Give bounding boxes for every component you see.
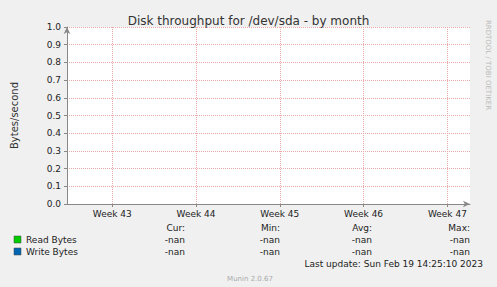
svg-text:0.1: 0.1 [47,181,61,191]
svg-text:0.7: 0.7 [47,75,61,85]
svg-text:0.2: 0.2 [47,164,61,174]
svg-text:Write Bytes: Write Bytes [26,247,78,257]
svg-text:Munin 2.0.67: Munin 2.0.67 [227,275,273,283]
svg-text:-nan: -nan [352,247,372,257]
svg-text:0.4: 0.4 [47,128,62,138]
svg-text:0.3: 0.3 [47,146,61,156]
svg-text:0.9: 0.9 [47,40,62,50]
svg-text:Cur:: Cur: [166,223,185,233]
svg-text:Read Bytes: Read Bytes [26,235,77,245]
svg-text:-nan: -nan [260,247,280,257]
svg-text:-nan: -nan [260,235,280,245]
svg-text:0.5: 0.5 [47,111,61,121]
svg-text:Min:: Min: [261,223,280,233]
svg-text:0.8: 0.8 [47,57,62,67]
svg-text:Max:: Max: [448,223,470,233]
svg-text:Avg:: Avg: [352,223,372,233]
svg-text:Week 44: Week 44 [177,209,216,219]
svg-text:-nan: -nan [352,235,372,245]
svg-text:Week 45: Week 45 [260,209,299,219]
svg-text:-nan: -nan [165,235,185,245]
svg-text:0.6: 0.6 [47,93,62,103]
svg-text:Week 47: Week 47 [428,209,467,219]
svg-text:Week 46: Week 46 [344,209,383,219]
svg-text:RRDTOOL / TOBI OETIKER: RRDTOOL / TOBI OETIKER [484,20,492,110]
svg-text:1.0: 1.0 [47,22,62,32]
svg-text:-nan: -nan [165,247,185,257]
svg-text:-nan: -nan [450,235,470,245]
svg-text:Week 43: Week 43 [93,209,132,219]
svg-text:-nan: -nan [450,247,470,257]
svg-text:Disk throughput for /dev/sda -: Disk throughput for /dev/sda - by month [128,14,370,28]
svg-text:Bytes/second: Bytes/second [9,82,20,149]
svg-text:Last update: Sun Feb 19 14:25:: Last update: Sun Feb 19 14:25:10 2023 [305,259,484,269]
svg-text:0.0: 0.0 [47,199,62,209]
